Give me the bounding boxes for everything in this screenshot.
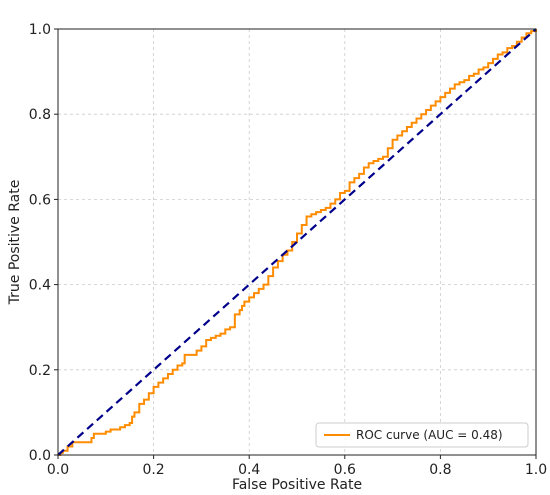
- y-tick-label: 0.6: [29, 192, 51, 208]
- y-tick-label: 0.2: [29, 363, 51, 379]
- legend-label: ROC curve (AUC = 0.48): [356, 428, 503, 442]
- axes: [54, 28, 537, 459]
- legend-box: [315, 422, 529, 448]
- x-tick-label: 0.6: [334, 462, 356, 478]
- roc-curve-line: [58, 29, 537, 456]
- x-tick-label: 0.0: [47, 462, 69, 478]
- x-axis-label: False Positive Rate: [232, 477, 362, 493]
- y-tick-label: 0.0: [29, 448, 51, 464]
- y-tick-label: 0.8: [29, 107, 51, 123]
- chance-diagonal-line: [57, 28, 537, 456]
- y-tick-label: 1.0: [29, 22, 51, 38]
- series-layer: [57, 28, 537, 456]
- y-tick-label: 0.4: [29, 278, 51, 294]
- x-tick-label: 0.4: [238, 462, 260, 478]
- plot-frame: [57, 28, 537, 456]
- tick-labels: 0.0 0.2 0.4 0.6 0.8 1.0 0.0 0.2 0.4 0.6 0.8 1.0: [29, 22, 547, 478]
- legend: ROC curve (AUC = 0.48): [315, 422, 529, 448]
- y-axis-label: True Positive Rate: [7, 180, 23, 306]
- x-tick-label: 0.2: [142, 462, 164, 478]
- x-tick-label: 1.0: [525, 462, 547, 478]
- x-tick-label: 0.8: [429, 462, 451, 478]
